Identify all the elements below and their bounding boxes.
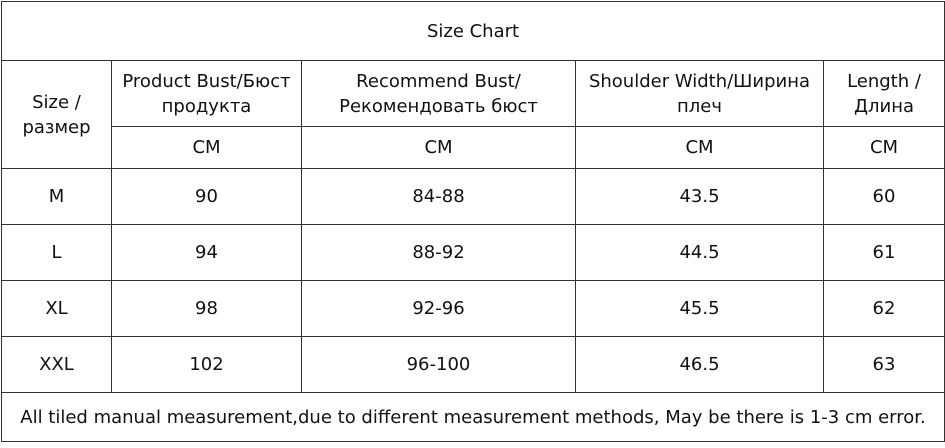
cell: 60 <box>822 168 945 225</box>
cell: M <box>1 168 112 225</box>
cell: 88-92 <box>301 224 576 281</box>
table-row: XL 98 92-96 45.5 62 <box>1 280 945 337</box>
table-title: Size Chart <box>0 1 945 61</box>
cell: 102 <box>111 336 302 393</box>
cell: 96-100 <box>301 336 576 393</box>
measurement-note: All tiled manual measurement,due to diff… <box>0 392 945 442</box>
cell: 61 <box>822 224 945 281</box>
cell: 84-88 <box>301 168 576 225</box>
cell: 98 <box>111 280 302 337</box>
cell: 62 <box>822 280 945 337</box>
header-recommend-bust: Recommend Bust/ Рекомендовать бюст <box>301 60 576 127</box>
unit-cell: CM <box>111 126 302 169</box>
cell: 44.5 <box>575 224 824 281</box>
header-size: Size / размер <box>1 60 112 169</box>
header-product-bust: Product Bust/Бюст продукта <box>111 60 302 127</box>
cell: 94 <box>111 224 302 281</box>
header-length: Length / Длина <box>822 60 945 127</box>
table-row: XXL 102 96-100 46.5 63 <box>1 336 945 393</box>
cell: XXL <box>1 336 112 393</box>
unit-cell: CM <box>301 126 576 169</box>
table-row: L 94 88-92 44.5 61 <box>1 224 945 281</box>
cell: 46.5 <box>575 336 824 393</box>
table-row: M 90 84-88 43.5 60 <box>1 168 945 225</box>
unit-cell: CM <box>575 126 824 169</box>
cell: L <box>1 224 112 281</box>
unit-cell: CM <box>822 126 945 169</box>
cell: 63 <box>822 336 945 393</box>
cell: 45.5 <box>575 280 824 337</box>
cell: 92-96 <box>301 280 576 337</box>
cell: XL <box>1 280 112 337</box>
header-shoulder-width: Shoulder Width/Ширина плеч <box>575 60 824 127</box>
cell: 43.5 <box>575 168 824 225</box>
cell: 90 <box>111 168 302 225</box>
